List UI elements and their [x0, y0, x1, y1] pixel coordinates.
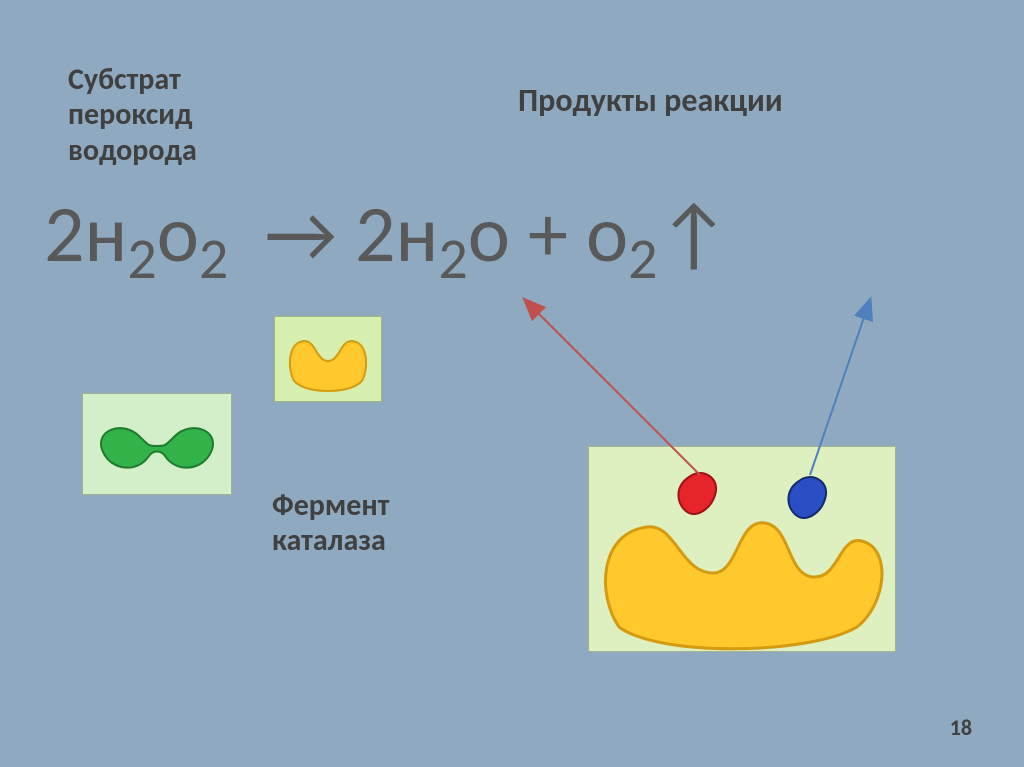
arrow-blue	[0, 0, 1024, 767]
slide: Субстрат пероксид водородаПродукты реакц…	[0, 0, 1024, 767]
